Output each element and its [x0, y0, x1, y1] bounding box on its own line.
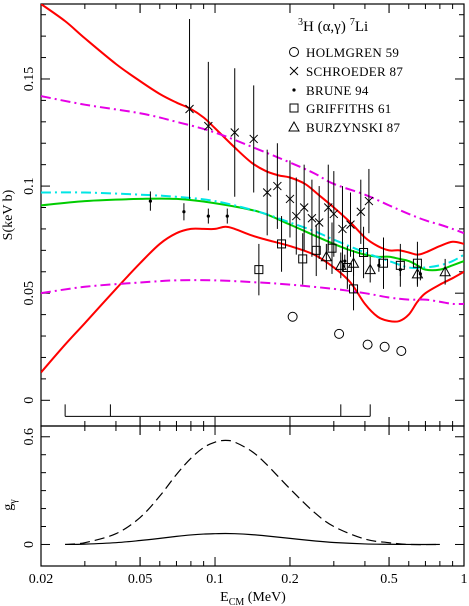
- g-gamma-curve-solid: [65, 532, 440, 546]
- data-point-dot: [225, 214, 229, 218]
- data-point-square: [277, 239, 287, 249]
- x-axis-symbol: E: [220, 590, 229, 605]
- legend-item-burzynski: BURZYNSKI 87: [288, 120, 400, 135]
- upper-axes: 0 0.05 0.1 0.15: [22, 4, 465, 426]
- data-point-cross: [185, 104, 194, 114]
- chart-title: 3H (α,γ) 7Li: [298, 17, 368, 35]
- data-point-cross: [262, 188, 272, 197]
- legend-label-holmgren: HOLMGREN 59: [306, 45, 399, 60]
- data-point-cross: [273, 181, 282, 191]
- legend-label-brune: BRUNE 94: [306, 83, 369, 98]
- data-point-cross: [364, 196, 374, 206]
- y-tick-label: 0.15: [22, 67, 37, 92]
- data-point-triangle: [439, 265, 451, 277]
- data-point-cross: [307, 213, 317, 223]
- data-point-square: [311, 245, 321, 255]
- model-curve-4: [41, 95, 464, 235]
- data-point-square: [395, 260, 405, 270]
- legend-item-griffiths: GRIFFITHS 61: [289, 101, 392, 116]
- data-point-dot: [148, 199, 152, 203]
- data-point-cross: [323, 203, 333, 212]
- data-point-dot: [182, 210, 186, 214]
- g-gamma-curve-dashed: [65, 439, 440, 546]
- y-tick-label: 0: [22, 397, 37, 404]
- g-gamma-curves: [65, 439, 440, 546]
- lower-y-axis-symbol: g: [1, 504, 16, 511]
- data-point-dot: [206, 214, 210, 218]
- data-point-square: [254, 265, 264, 275]
- data-point-cross: [299, 203, 309, 212]
- lower-y-axis-label: gγ: [1, 499, 19, 511]
- legend-item-schroeder: SCHROEDER 87: [289, 64, 403, 79]
- lower-axes: 0.02 0.05 0.1 0.2 0.5 1 0 0.6: [22, 426, 468, 587]
- data-point-cross: [249, 134, 259, 144]
- x-axis-subscript: CM: [229, 597, 245, 606]
- model-curve-3: [41, 191, 464, 270]
- model-curve-0: [41, 4, 464, 256]
- data-point-cross: [346, 220, 355, 229]
- data-points: [148, 18, 451, 357]
- x-tick-label: 0.2: [281, 572, 299, 587]
- x-axis-label: ECM (MeV): [220, 590, 286, 606]
- energy-range-bracket: [64, 404, 371, 417]
- data-point-circle: [362, 339, 373, 350]
- data-point-square: [327, 243, 337, 253]
- x-tick-label: 0.02: [29, 572, 54, 587]
- x-tick-label: 0.5: [380, 572, 398, 587]
- title-mass-number-li: 7: [350, 17, 355, 28]
- lower-plot-frame: [40, 425, 465, 567]
- title-reaction: H (α,γ): [303, 19, 346, 35]
- data-point-triangle: [411, 267, 424, 279]
- lower-y-axis-subscript: γ: [8, 499, 19, 505]
- legend-label-burzynski: BURZYNSKI 87: [306, 120, 400, 135]
- legend-label-griffiths: GRIFFITHS 61: [306, 101, 392, 116]
- legend-label-schroeder: SCHROEDER 87: [306, 64, 403, 79]
- x-tick-label: 0.1: [206, 572, 224, 587]
- data-point-square: [298, 254, 308, 264]
- data-point-cross: [291, 211, 301, 221]
- y-tick-label: 0: [22, 541, 37, 548]
- data-point-square: [349, 284, 359, 294]
- data-point-cross: [329, 209, 339, 219]
- data-point-triangle: [320, 250, 333, 262]
- data-point-cross: [203, 121, 213, 131]
- y-tick-label: 0.6: [22, 428, 37, 446]
- model-curves: [41, 4, 464, 374]
- data-point-triangle: [364, 263, 377, 275]
- legend: HOLMGREN 59 SCHROEDER 87 BRUNE 94 GRIFFI…: [288, 45, 403, 135]
- title-product: Li: [355, 19, 368, 35]
- lower-panel: 0.02 0.05 0.1 0.2 0.5 1 0 0.6 gγ: [1, 425, 468, 587]
- data-point-square: [379, 258, 389, 268]
- data-point-circle: [379, 341, 390, 352]
- data-point-triangle: [334, 259, 347, 270]
- legend-item-brune: BRUNE 94: [292, 83, 369, 98]
- data-point-triangle: [347, 257, 360, 268]
- upper-y-axis-label: S(keV b): [1, 189, 16, 240]
- upper-panel: 0 0.05 0.1 0.15 S(keV b) 3H (α,γ) 7Li HOLMGR…: [1, 3, 465, 427]
- x-tick-label: 0.05: [128, 572, 153, 587]
- title-mass-number-h: 3: [298, 17, 303, 28]
- data-point-cross: [356, 207, 366, 217]
- data-point-circle: [396, 346, 407, 357]
- y-tick-label: 0.05: [22, 281, 37, 306]
- data-point-cross: [230, 128, 240, 137]
- x-tick-label: 1: [461, 572, 468, 587]
- data-point-cross: [285, 194, 295, 204]
- data-point-square: [359, 247, 369, 257]
- data-point-dot: [343, 259, 347, 263]
- x-axis-unit: (MeV): [244, 590, 286, 605]
- data-point-circle: [334, 328, 345, 339]
- legend-item-holmgren: HOLMGREN 59: [289, 45, 399, 60]
- data-point-cross: [338, 224, 347, 234]
- y-tick-label: 0.1: [22, 177, 37, 195]
- data-point-circle: [287, 311, 298, 322]
- model-curve-2: [41, 197, 464, 272]
